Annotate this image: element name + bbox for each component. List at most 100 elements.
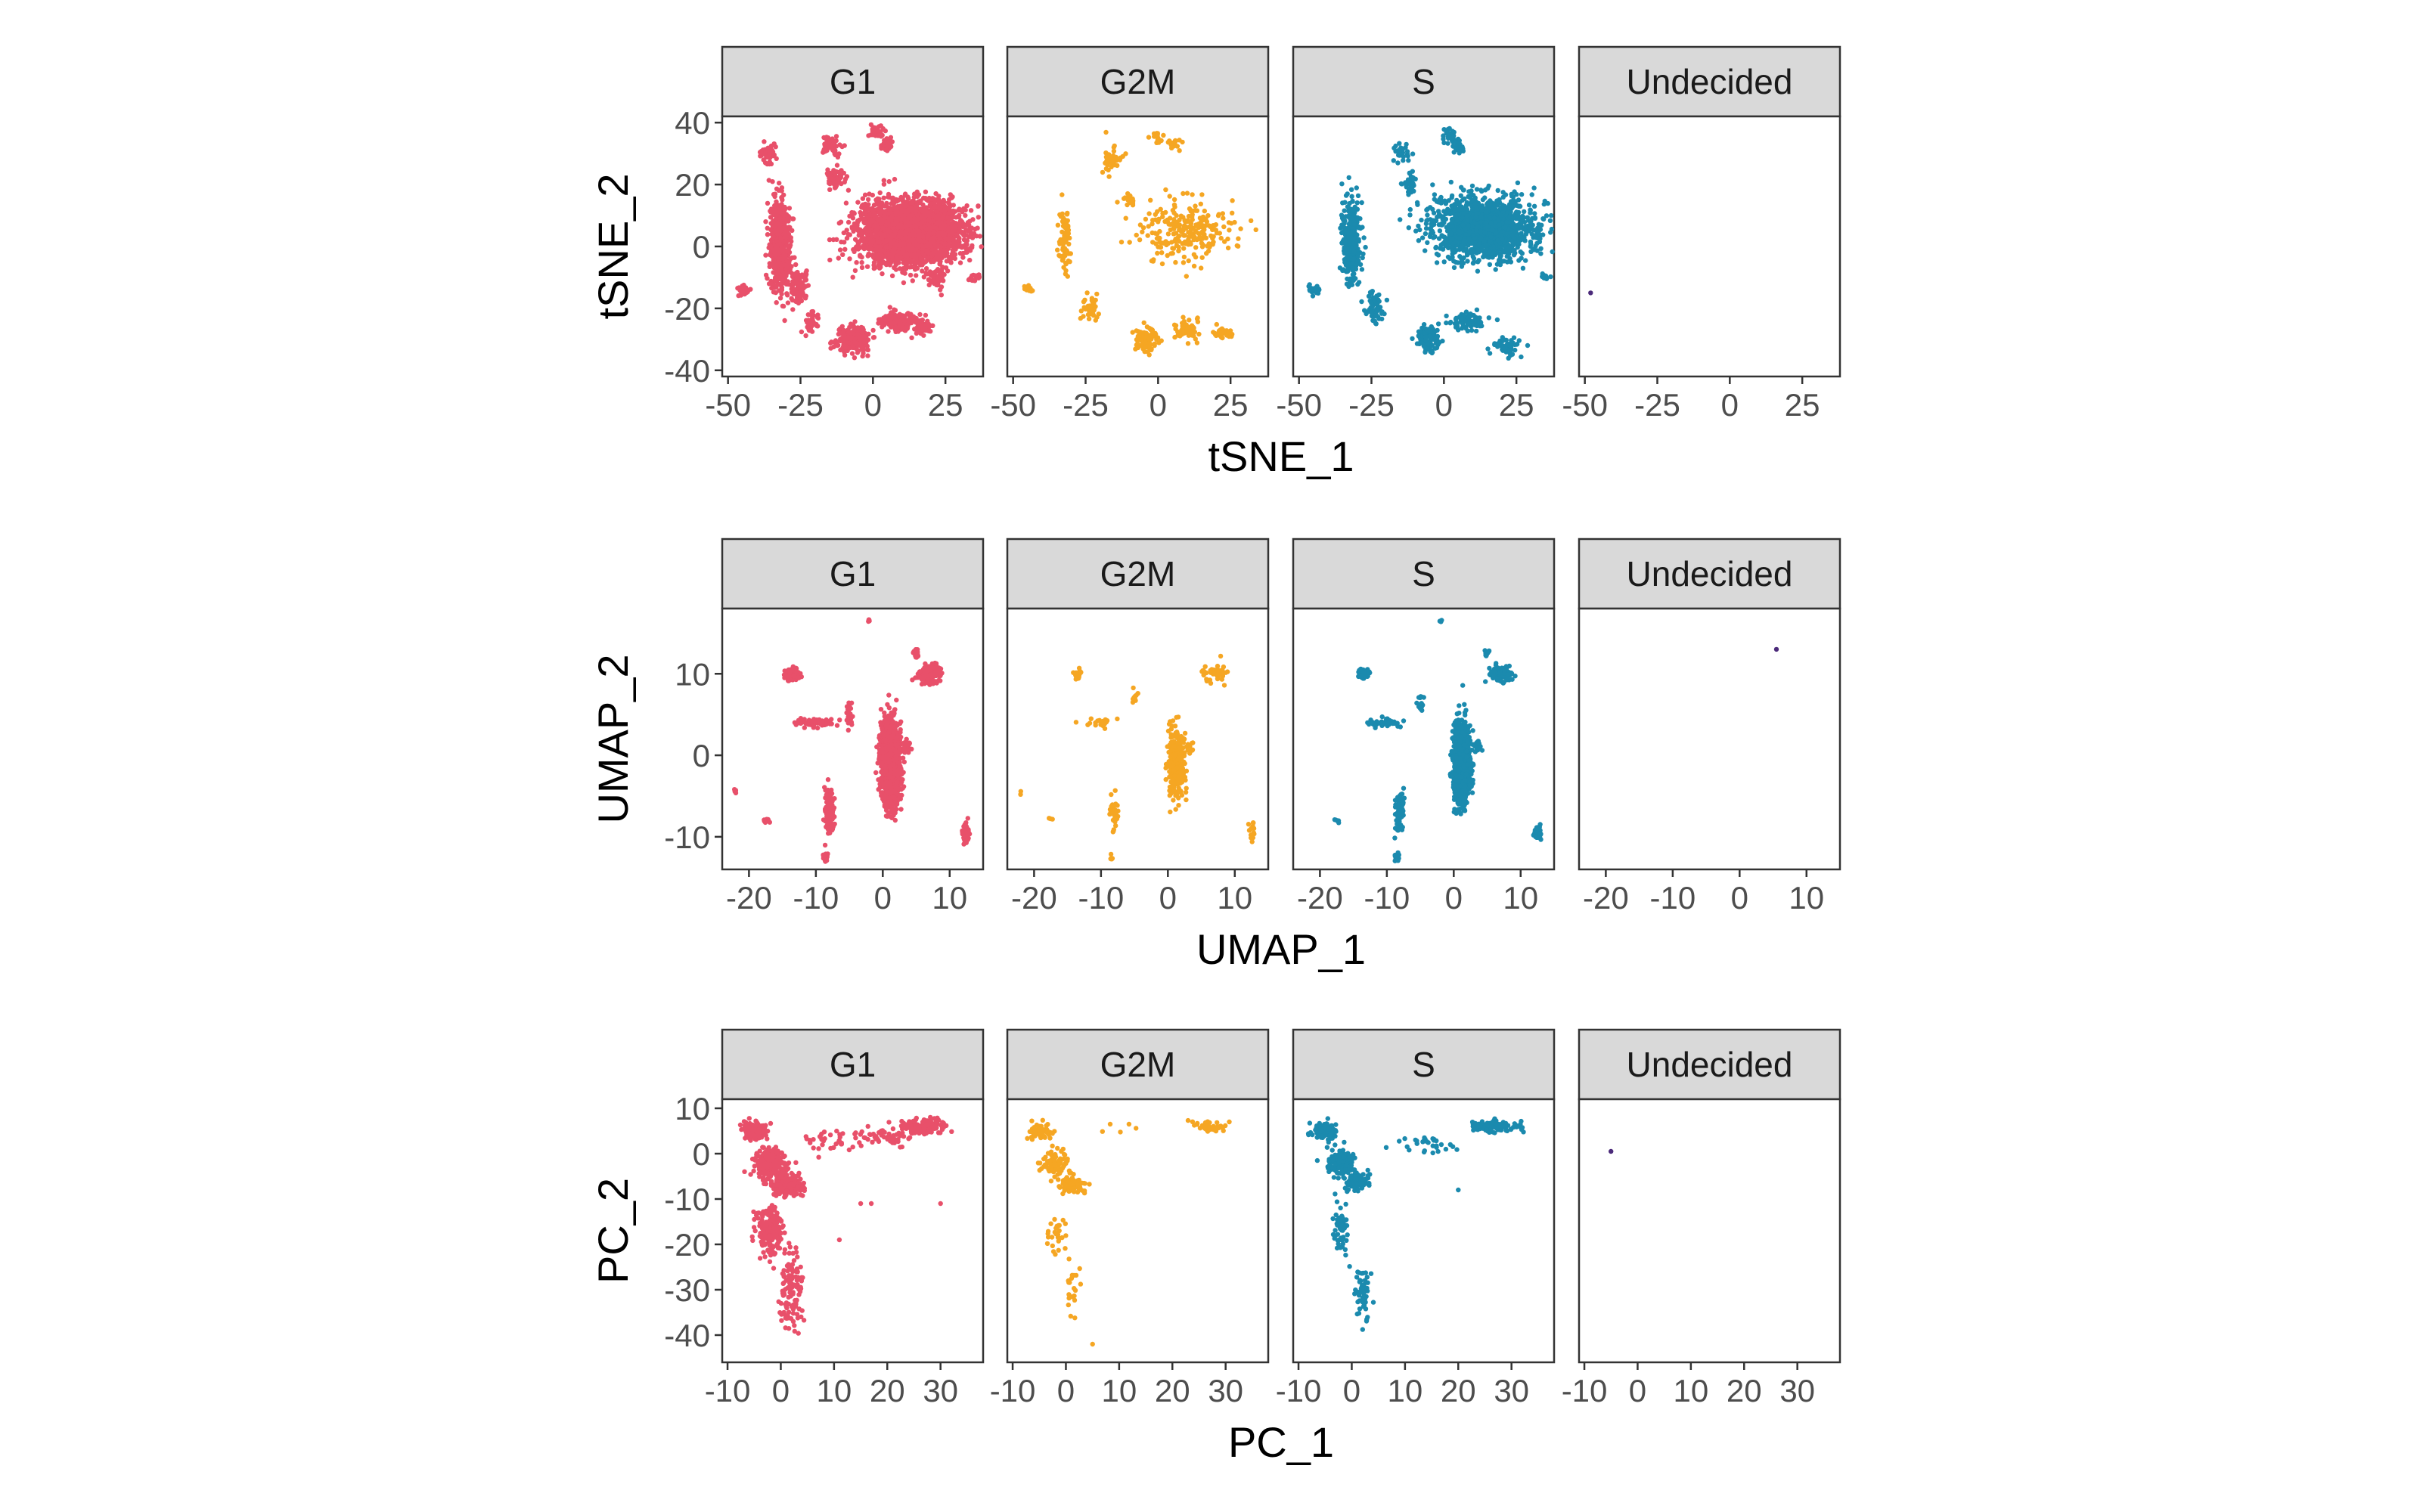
data-point: [850, 215, 856, 221]
data-point: [838, 173, 844, 179]
data-point: [789, 239, 794, 244]
data-point: [1193, 208, 1198, 213]
data-point: [1106, 167, 1111, 173]
data-point: [1193, 229, 1199, 234]
data-point: [1193, 203, 1198, 209]
data-point: [852, 237, 858, 242]
data-point: [865, 197, 871, 203]
data-point: [916, 199, 922, 204]
data-point: [774, 246, 780, 252]
data-point: [845, 187, 852, 193]
data-point: [1089, 298, 1095, 303]
data-point: [1163, 239, 1168, 244]
data-point: [1184, 274, 1190, 279]
data-point: [763, 253, 768, 258]
data-point: [1211, 239, 1216, 245]
data-point: [1174, 144, 1181, 149]
data-point: [880, 225, 886, 231]
data-point: [935, 279, 941, 285]
data-point: [967, 257, 973, 263]
data-point: [1163, 209, 1168, 215]
data-point: [811, 321, 816, 327]
data-point: [912, 191, 917, 197]
data-point: [768, 227, 774, 233]
data-point: [781, 211, 786, 216]
data-point: [1187, 332, 1193, 337]
data-point: [888, 135, 894, 140]
data-point: [892, 234, 897, 239]
data-point: [881, 213, 887, 218]
data-point: [883, 128, 889, 134]
data-point: [1078, 308, 1084, 314]
data-point: [879, 146, 884, 151]
data-point: [1181, 246, 1187, 251]
data-point: [1064, 222, 1070, 228]
data-point: [1171, 197, 1177, 203]
data-point: [1222, 239, 1227, 244]
data-point: [908, 208, 913, 213]
data-point: [906, 245, 911, 251]
data-point: [953, 222, 959, 228]
data-point: [947, 206, 952, 212]
data-point: [846, 340, 852, 346]
data-point: [790, 297, 796, 303]
data-point: [1022, 287, 1028, 292]
data-point: [951, 243, 956, 249]
data-point: [926, 232, 931, 238]
data-point: [1088, 303, 1094, 309]
data-point: [1171, 210, 1177, 215]
data-point: [854, 260, 859, 265]
data-point: [736, 285, 742, 290]
data-point: [979, 244, 984, 249]
data-point: [875, 196, 880, 201]
data-point: [768, 209, 773, 214]
data-point: [836, 342, 841, 348]
data-point: [879, 261, 884, 266]
data-point: [886, 194, 891, 200]
data-point: [1171, 225, 1177, 231]
data-point: [762, 139, 767, 144]
data-point: [1084, 290, 1090, 296]
data-point: [884, 147, 889, 153]
data-point: [777, 181, 782, 186]
data-point: [1170, 250, 1175, 256]
data-point: [1144, 324, 1150, 330]
data-point: [918, 323, 924, 329]
data-point: [797, 293, 803, 299]
data-point: [1086, 316, 1092, 321]
data-point: [1149, 327, 1154, 332]
data-point: [1150, 218, 1156, 223]
data-point: [1171, 217, 1177, 222]
data-point: [1143, 216, 1149, 222]
data-point: [911, 237, 916, 243]
data-point: [947, 202, 953, 207]
data-point: [847, 256, 852, 262]
data-point: [786, 231, 792, 237]
data-point: [859, 345, 865, 351]
data-point: [868, 232, 874, 237]
data-point: [870, 327, 876, 333]
data-point: [785, 300, 791, 305]
data-point: [833, 339, 839, 344]
data-point: [1146, 211, 1152, 216]
data-point: [920, 268, 925, 274]
data-point: [1165, 231, 1171, 237]
data-point: [803, 333, 808, 339]
data-point: [777, 228, 782, 233]
data-point: [799, 297, 804, 302]
data-point: [921, 195, 926, 201]
data-point: [1199, 192, 1205, 197]
data-point: [833, 169, 839, 175]
data-point: [1187, 206, 1193, 212]
data-point: [1123, 151, 1128, 156]
data-point: [790, 307, 796, 312]
data-point: [855, 219, 861, 225]
y-tick-label: 0: [693, 229, 710, 265]
data-point: [932, 197, 937, 202]
data-point: [1181, 254, 1187, 260]
data-point: [860, 325, 866, 331]
data-point: [843, 200, 849, 206]
data-point: [940, 265, 945, 270]
data-point: [1177, 217, 1182, 223]
data-point: [866, 251, 872, 256]
